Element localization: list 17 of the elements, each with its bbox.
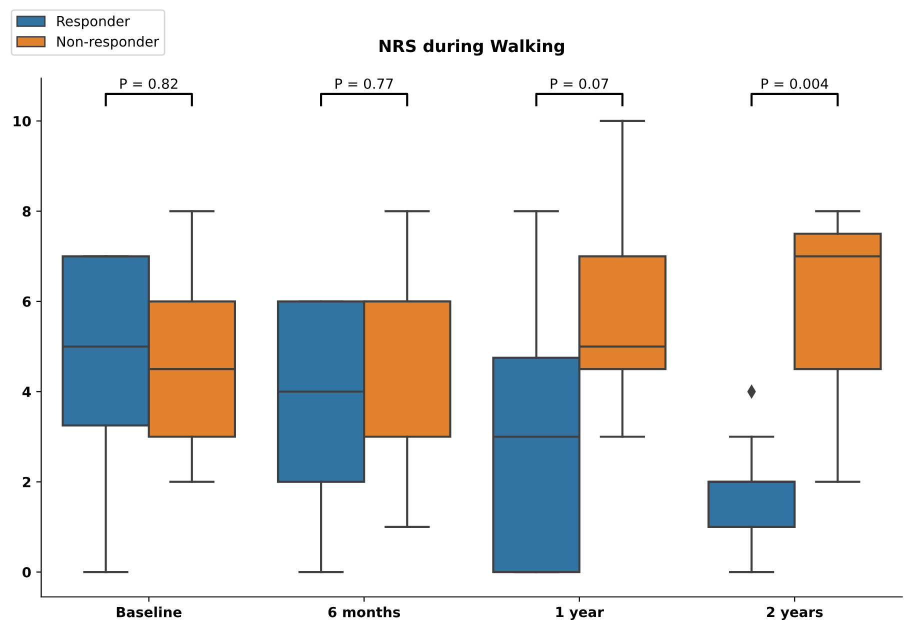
legend-label: Non-responder bbox=[57, 36, 160, 50]
x-tick-label: 2 years bbox=[767, 606, 823, 620]
annotation: P = 0.004 bbox=[762, 78, 828, 89]
annotation: P = 0.77 bbox=[336, 78, 393, 89]
x-tick-label: Baseline bbox=[116, 606, 182, 618]
y-tick-label: 6 bbox=[22, 296, 31, 307]
annotation: P = 0.07 bbox=[550, 78, 608, 89]
y-tick-label: 10 bbox=[14, 116, 31, 126]
y-tick-label: 4 bbox=[22, 386, 31, 397]
y-tick-label: 0 bbox=[22, 567, 31, 578]
y-tick-label: 8 bbox=[22, 206, 31, 217]
chart-title: NRS during Walking bbox=[380, 39, 564, 56]
legend-label: Responder bbox=[57, 16, 130, 30]
x-tick-label: 1 year bbox=[556, 606, 604, 620]
x-tick-label: 6 months bbox=[328, 606, 400, 618]
y-tick-label: 2 bbox=[22, 476, 30, 488]
annotation: P = 0.82 bbox=[120, 78, 178, 89]
